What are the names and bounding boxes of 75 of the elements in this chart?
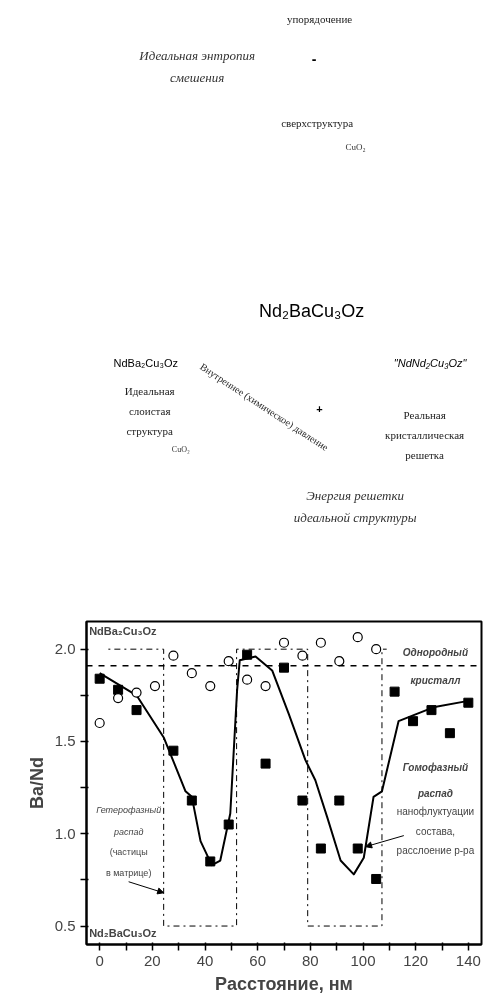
- point: [242, 674, 253, 685]
- text: +: [316, 402, 323, 415]
- annotation: нанофлуктуации: [396, 806, 475, 818]
- x-tick-label: 140: [455, 951, 481, 969]
- annotation: распад: [416, 787, 453, 799]
- annotation: расслоение р-ра: [396, 844, 475, 856]
- y-axis-title: Ba/Nd: [26, 756, 47, 809]
- point: [278, 637, 290, 648]
- point: [168, 745, 179, 756]
- text: NdBa₂Cu₃Oz: [113, 356, 178, 369]
- x-tick-label: 0: [95, 951, 104, 969]
- point: [186, 668, 197, 679]
- x-tick-label: 100: [350, 951, 376, 969]
- point: [223, 819, 234, 830]
- point: [260, 758, 271, 769]
- annotation: в матрице): [105, 867, 152, 878]
- point: [389, 686, 400, 697]
- annotation: Однородный: [402, 647, 469, 659]
- text: сверхструктура: [281, 116, 354, 129]
- y-tick-label: 0.5: [54, 917, 76, 935]
- annotation: распад: [112, 826, 144, 837]
- point: [297, 650, 308, 661]
- text: "NdNd₂Cu₃Oz": [393, 356, 468, 369]
- annotation: Nd₂BaCu₃Oz: [89, 927, 158, 940]
- text: Идеальная энтропия смешения: [138, 48, 255, 85]
- point: [371, 873, 382, 884]
- annotation: Гомофазный: [402, 761, 469, 773]
- point: [149, 681, 161, 692]
- point: [131, 705, 142, 716]
- x-tick-label: 60: [249, 951, 267, 969]
- point: [242, 649, 253, 660]
- annotation: кристалл: [410, 675, 462, 687]
- point: [463, 697, 474, 708]
- text: Идеальная слоистая структура: [124, 384, 175, 437]
- point: [297, 795, 308, 806]
- point: [168, 650, 179, 661]
- text: упорядочение: [286, 12, 353, 25]
- x-tick-label: 80: [301, 951, 319, 969]
- x-tick-label: 40: [196, 951, 214, 969]
- text: CuO₂: [171, 445, 190, 454]
- point: [352, 843, 363, 854]
- point: [113, 693, 124, 704]
- point: [315, 637, 326, 648]
- point: [205, 856, 216, 867]
- point: [426, 705, 437, 716]
- text: CuO₂: [345, 141, 366, 152]
- y-tick-label: 1.0: [54, 824, 76, 842]
- point: [371, 644, 382, 655]
- point: [334, 656, 345, 667]
- point: [279, 662, 289, 673]
- point: [131, 687, 142, 698]
- point: [315, 843, 326, 854]
- point: [352, 632, 363, 643]
- annotation: Гетерофазный: [96, 804, 162, 815]
- y-tick-label: 1.5: [54, 732, 76, 750]
- x-axis-title: Расстояние, нм: [215, 973, 353, 994]
- point: [334, 795, 345, 806]
- annotation: состава,: [415, 826, 456, 838]
- y-tick-label: 2.0: [54, 640, 76, 658]
- point: [223, 656, 234, 667]
- x-tick-label: 20: [143, 951, 161, 969]
- point: [205, 681, 216, 692]
- point: [94, 717, 105, 729]
- point: [186, 795, 197, 806]
- x-tick-label: 120: [403, 951, 429, 969]
- text: Энергия решетки идеальной структуры: [293, 488, 417, 525]
- point: [408, 716, 419, 727]
- point: [94, 673, 105, 684]
- annotation: NdBa₂Cu₃Oz: [89, 624, 158, 637]
- annotation: (частицы: [109, 847, 148, 858]
- point: [260, 681, 271, 692]
- text: -: [311, 50, 317, 67]
- point: [444, 728, 455, 739]
- text: Реальная кристаллическая решетка: [385, 408, 465, 461]
- text: Nd₂BaCu₃Oz: [258, 300, 365, 321]
